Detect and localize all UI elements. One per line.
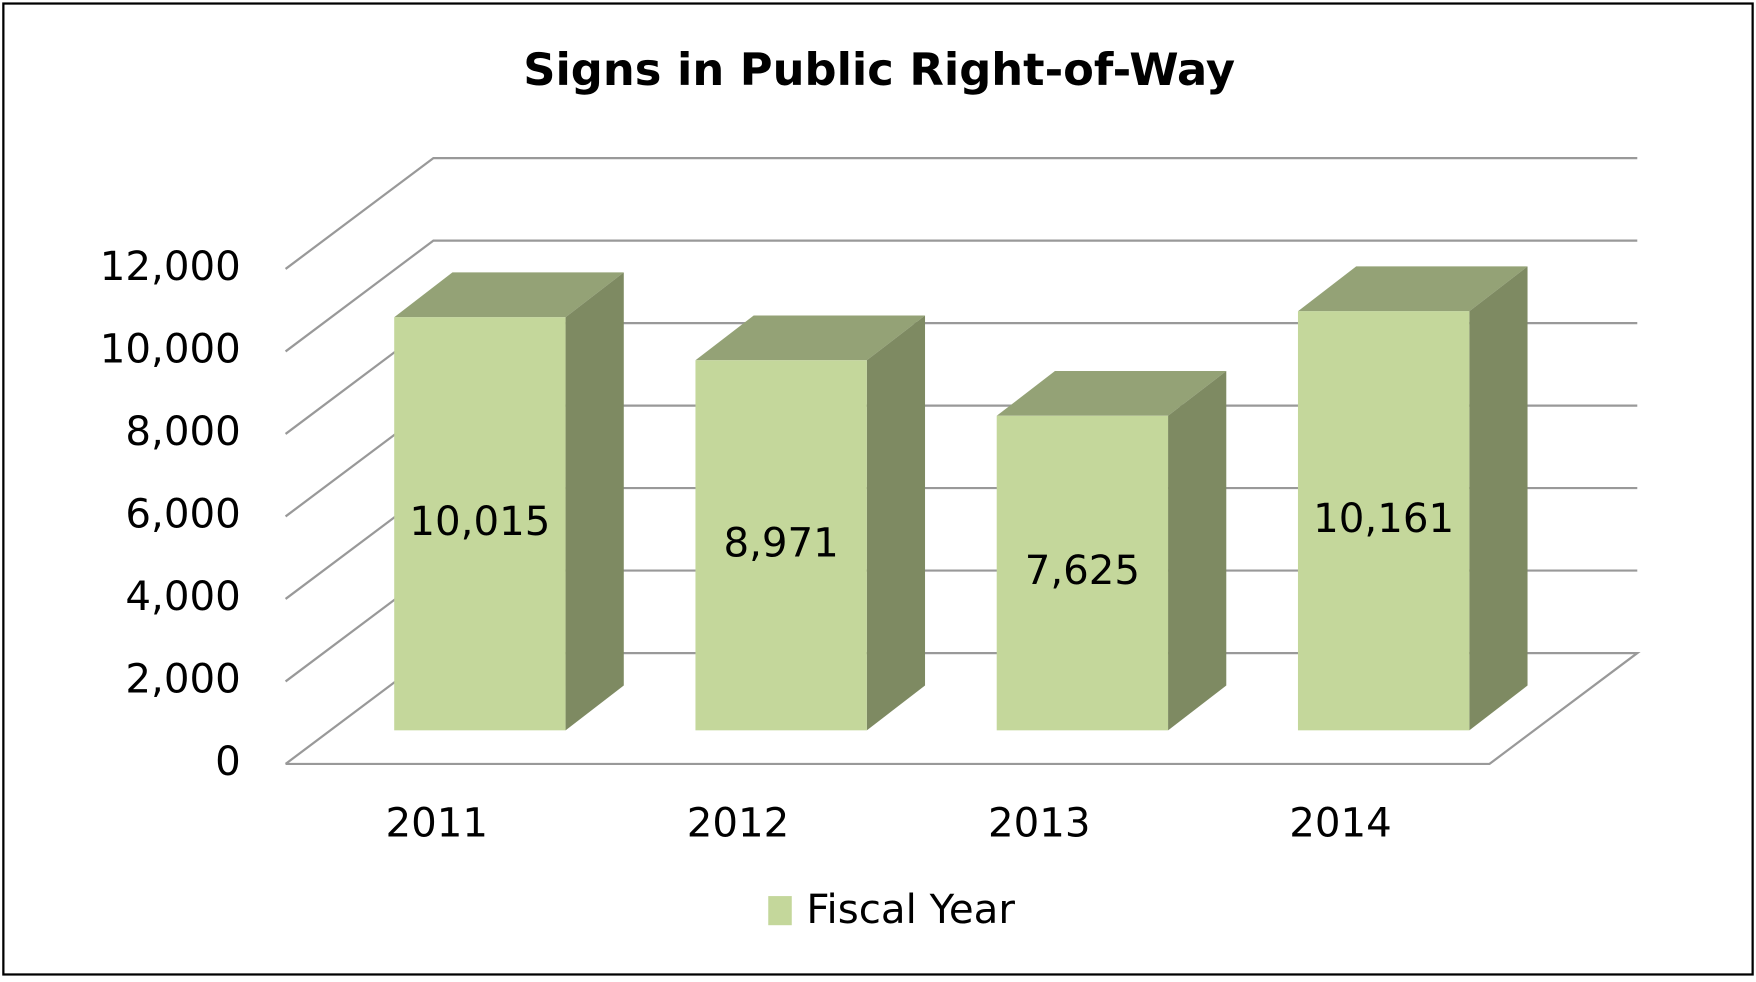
chart-title: Signs in Public Right-of-Way [523,43,1235,96]
grid-line [284,156,1638,270]
grid-line [284,239,1638,353]
bar [996,415,1169,731]
bar-side [866,315,926,731]
y-tick-label: 0 [215,738,241,785]
y-tick-label: 6,000 [125,490,240,537]
bar-side [565,272,624,731]
data-label: 7,625 [1025,547,1140,594]
bar [695,360,867,731]
legend-swatch [768,896,792,926]
bar [1297,311,1470,731]
legend-label: Fiscal Year [806,886,1015,933]
data-label: 10,161 [1313,495,1454,542]
bar-top [996,371,1227,416]
bar [394,317,566,731]
y-tick-label: 10,000 [100,325,241,372]
y-tick-label: 12,000 [100,243,241,290]
bar-top [394,272,624,318]
x-tick-label: 2011 [385,800,488,847]
x-tick-label: 2014 [1289,800,1392,847]
bar-top [1297,266,1528,312]
y-tick-label: 8,000 [125,408,240,455]
data-label: 8,971 [723,519,838,566]
y-tick-label: 2,000 [125,655,240,702]
x-tick-label: 2012 [687,800,790,847]
x-tick-label: 2013 [988,800,1091,847]
y-tick-label: 4,000 [125,573,240,620]
bar-side [1168,371,1227,731]
bar-top [695,315,926,361]
bar-side [1469,266,1528,731]
data-label: 10,015 [409,498,550,545]
